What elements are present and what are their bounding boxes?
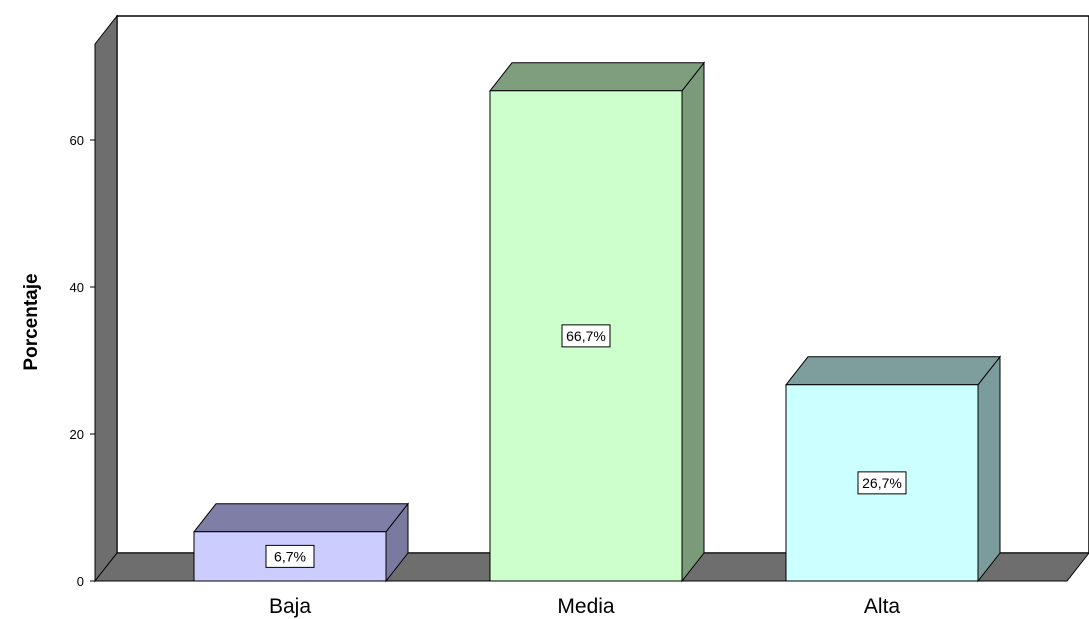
bar-top-face <box>192 503 410 533</box>
data-label-box <box>265 544 315 568</box>
x-axis: Baja Media Alta <box>269 595 900 618</box>
x-tick-label: Media <box>557 595 615 618</box>
data-label: 66,7% <box>566 328 606 344</box>
data-label-box <box>857 471 907 495</box>
bars: 6,7% 66,7% 26,7% <box>192 61 1002 583</box>
data-label-box <box>561 324 611 348</box>
side-wall <box>94 14 118 583</box>
bar-top-face <box>784 356 1002 386</box>
y-tick-label: 0 <box>77 574 84 589</box>
y-axis: 0 20 40 60 <box>70 133 95 589</box>
bar-alta: 26,7% <box>784 355 1002 583</box>
y-axis-label: Porcentaje <box>21 273 42 370</box>
data-label: 26,7% <box>862 475 902 491</box>
bar-baja: 6,7% <box>192 502 410 583</box>
x-tick-label: Baja <box>269 595 311 618</box>
bar-top-face <box>488 62 706 92</box>
x-tick-label: Alta <box>864 595 901 618</box>
data-label: 6,7% <box>274 548 306 564</box>
y-tick-label: 20 <box>70 427 84 442</box>
bar-side-face <box>681 61 705 583</box>
y-tick-label: 60 <box>70 133 84 148</box>
y-tick-label: 40 <box>70 280 84 295</box>
bar-media: 66,7% <box>488 61 706 583</box>
bar-side-face <box>977 355 1001 583</box>
